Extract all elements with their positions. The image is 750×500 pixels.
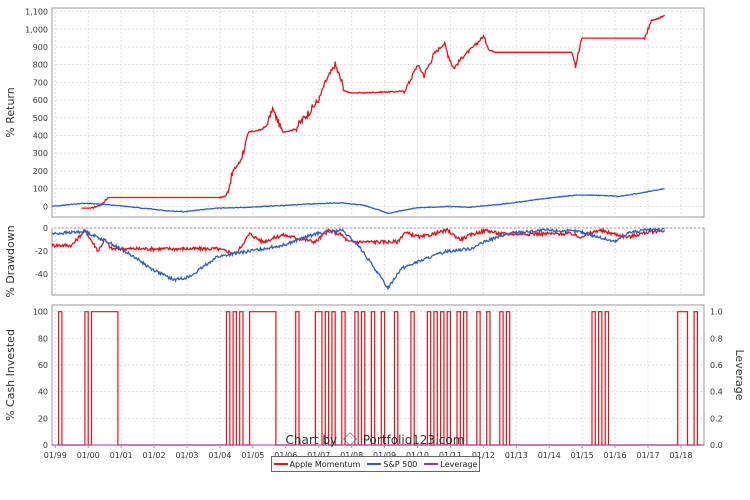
y-tick-label: 300 xyxy=(33,149,48,158)
legend-swatch xyxy=(367,463,382,465)
y-tick-label: 700 xyxy=(33,78,48,87)
y-tick-label: 100 xyxy=(33,185,48,194)
y-tick-label: 1,100 xyxy=(25,8,48,17)
x-tick-label: 01/17 xyxy=(636,451,659,460)
y-tick-label: 20 xyxy=(38,414,48,423)
series-line-apple-momentum xyxy=(51,227,666,256)
plot-frame xyxy=(51,227,705,296)
return-panel: 0 100 200 300 400 500 600 700 800 900 1,000 1,100 % … xyxy=(4,7,705,218)
x-tick-label: 01/05 xyxy=(241,451,264,460)
y2-tick-label: 0.6 xyxy=(710,361,723,370)
cube-icon xyxy=(342,432,357,446)
credit-brand: Portfolio123.com xyxy=(362,433,465,447)
y-tick-label: 600 xyxy=(33,96,48,105)
y-tick-label: 900 xyxy=(33,43,48,52)
legend-item-sp500: S&P 500 xyxy=(367,460,417,469)
y-tick-label: 500 xyxy=(33,114,48,123)
cash-invested-panel: 0 20 40 60 80 100 % Cash Invested 0.0 0.2 0.4 0.6 0… xyxy=(4,304,746,460)
legend-swatch xyxy=(424,463,439,465)
x-tick-label: 01/99 xyxy=(44,451,67,460)
x-tick-label: 01/00 xyxy=(77,451,100,460)
legend-label: Apple Momentum xyxy=(289,459,361,469)
x-tick-label: 01/09 xyxy=(373,451,396,460)
y-tick-label: 800 xyxy=(33,61,48,70)
y-tick-label: 400 xyxy=(33,132,48,141)
y-tick-label: 100 xyxy=(33,308,48,317)
y-axis-label: % Drawdown xyxy=(4,225,17,297)
x-tick-label: 01/10 xyxy=(406,451,429,460)
x-tick-label: 01/12 xyxy=(472,451,495,460)
chart-credit: Chart by Portfolio123.com xyxy=(0,432,750,447)
legend-item-leverage: Leverage xyxy=(424,460,477,469)
x-tick-label: 01/04 xyxy=(208,451,231,460)
plot-frame xyxy=(51,304,705,446)
y2-tick-label: 0.8 xyxy=(710,334,723,343)
x-tick-label: 01/13 xyxy=(505,451,528,460)
y-tick-label: -20 xyxy=(35,247,48,256)
y2-tick-label: 0.0 xyxy=(710,441,723,450)
x-tick-label: 01/01 xyxy=(110,451,133,460)
x-tick-label: 01/03 xyxy=(175,451,198,460)
drawdown-panel: 0 -20 -40 % Drawdown xyxy=(4,224,705,298)
y2-tick-label: 1.0 xyxy=(710,308,723,317)
y-tick-label: 40 xyxy=(38,388,48,397)
legend-swatch xyxy=(273,463,288,465)
legend: Apple Momentum S&P 500 Leverage xyxy=(271,456,480,472)
y2-tick-label: 0.2 xyxy=(710,414,723,423)
x-tick-label: 01/18 xyxy=(669,451,692,460)
x-tick-label: 01/11 xyxy=(439,451,462,460)
series-line-apple-momentum xyxy=(81,14,665,210)
series-line-sp500 xyxy=(51,187,665,215)
y2-tick-label: 0.4 xyxy=(710,388,723,397)
y-tick-label: 1,000 xyxy=(25,25,48,34)
x-tick-label: 01/02 xyxy=(143,451,166,460)
y-axis-label: % Return xyxy=(4,87,17,137)
y-tick-label: 0 xyxy=(43,202,48,211)
y2-axis-label: Leverage xyxy=(733,350,746,401)
legend-label: Leverage xyxy=(440,459,478,469)
x-tick-label: 01/15 xyxy=(571,451,594,460)
y-tick-label: -40 xyxy=(35,270,48,279)
x-tick-label: 01/14 xyxy=(538,451,561,460)
plot-frame xyxy=(51,7,705,218)
y-axis-label: % Cash Invested xyxy=(4,329,17,421)
x-tick-label: 01/16 xyxy=(604,451,627,460)
y-tick-label: 0 xyxy=(43,441,48,450)
legend-item-apple-momentum: Apple Momentum xyxy=(273,459,361,469)
x-tick-label: 01/06 xyxy=(274,451,297,460)
y-tick-label: 0 xyxy=(43,224,48,233)
legend-label: S&P 500 xyxy=(383,459,418,469)
credit-prefix: Chart by xyxy=(285,433,338,447)
series-line-sp500 xyxy=(51,227,665,290)
y-tick-label: 80 xyxy=(38,334,48,343)
series-line-apple-momentum xyxy=(58,311,701,446)
y-tick-label: 60 xyxy=(38,361,48,370)
x-tick-label: 01/07 xyxy=(307,451,330,460)
y-tick-label: 200 xyxy=(33,167,48,176)
x-tick-label: 01/08 xyxy=(340,451,363,460)
